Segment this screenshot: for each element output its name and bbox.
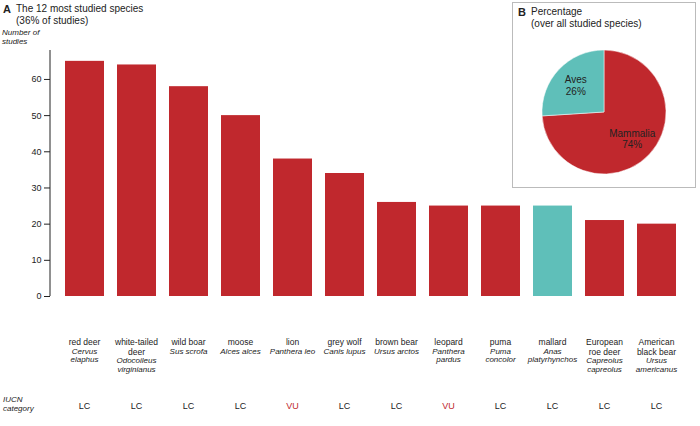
html-text:Panthera pardus: Panthera pardus: [432, 346, 465, 365]
html-text:grey wolf: grey wolf: [327, 337, 362, 347]
html-text:Capreolus capreolus: Capreolus capreolus: [586, 356, 623, 374]
svg-text:10: 10: [31, 255, 41, 265]
html-text:Puma concolor: Puma concolor: [485, 346, 516, 365]
html-text:LC: LC: [650, 401, 663, 411]
html-text:puma: puma: [489, 337, 512, 347]
html-text:LC: LC: [494, 401, 507, 411]
html-text:LC: LC: [338, 401, 351, 411]
html-text:American black bear: American black bear: [636, 337, 677, 357]
svg-text:0: 0: [36, 291, 41, 301]
html-text:Ursus arctos: Ursus arctos: [374, 346, 419, 356]
html-text:Odocoileus virginianus: Odocoileus virginianus: [116, 356, 157, 374]
html-text:Canis lupus: Canis lupus: [323, 346, 366, 356]
svg-text:50: 50: [31, 110, 41, 120]
html-text:lion: lion: [285, 337, 300, 347]
html-text:LC: LC: [390, 401, 403, 411]
html-text:(36% of studies): (36% of studies): [16, 15, 89, 26]
html-text:Cervus elaphus: Cervus elaphus: [70, 346, 99, 365]
svg-text:40: 40: [31, 147, 41, 157]
html-text:B: B: [518, 6, 526, 18]
svg-text:20: 20: [31, 219, 41, 229]
svg-text:Aves26%: Aves26%: [565, 74, 587, 97]
html-text:European roe deer: European roe deer: [586, 337, 623, 357]
html-text:VU: VU: [442, 401, 455, 411]
html-text:white-tailed deer: white-tailed deer: [115, 337, 158, 357]
html-text:Sus scrofa: Sus scrofa: [169, 346, 208, 356]
svg-text:Mammalia74%: Mammalia74%: [609, 128, 656, 151]
html-text:LC: LC: [234, 401, 247, 411]
html-text:wild boar: wild boar: [171, 337, 206, 347]
html-text:Ursus americanus: Ursus americanus: [635, 356, 678, 374]
html-text:A: A: [3, 3, 11, 15]
html-text:Panthera leo: Panthera leo: [269, 346, 316, 356]
svg-text:60: 60: [31, 74, 41, 84]
html-text:VU: VU: [286, 401, 299, 411]
html-text:The 12 most studied species: The 12 most studied species: [16, 3, 144, 14]
html-text:LC: LC: [130, 401, 143, 411]
html-text:LC: LC: [546, 401, 559, 411]
html-text:brown bear: brown bear: [375, 337, 418, 347]
html-text:Number of studies: Number of studies: [2, 28, 40, 46]
html-text:(over all studied species): (over all studied species): [531, 18, 642, 29]
html-text:mallard: mallard: [538, 337, 567, 347]
html-text:moose: moose: [227, 337, 254, 347]
html-text:Anas platyrhynchos: Anas platyrhynchos: [527, 346, 578, 365]
html-text:IUCN category: IUCN category: [3, 395, 34, 413]
html-text:leopard: leopard: [434, 337, 463, 347]
html-text:LC: LC: [78, 401, 91, 411]
html-text:Alces alces: Alces alces: [220, 346, 261, 356]
html-text:LC: LC: [598, 401, 611, 411]
html-text:red deer: red deer: [68, 337, 101, 347]
html-text:LC: LC: [182, 401, 195, 411]
html-text:Percentage: Percentage: [531, 6, 583, 17]
svg-text:30: 30: [31, 183, 41, 193]
